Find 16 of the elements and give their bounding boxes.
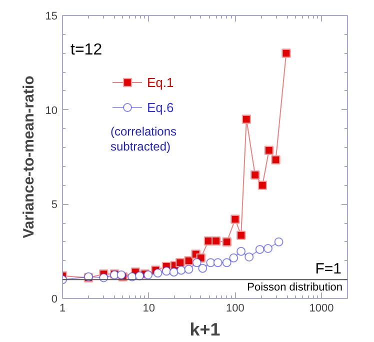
legend-label: Eq.1 xyxy=(147,74,174,90)
y-tick-label: 0 xyxy=(51,294,58,306)
y-tick-label: 5 xyxy=(51,199,58,212)
y-tick-label: 10 xyxy=(45,104,58,117)
annotation: (correlations subtracted) xyxy=(110,124,177,154)
y-axis-title: Variance-to-mean-ratio xyxy=(20,76,38,238)
x-tick-label: 1 xyxy=(59,302,66,314)
x-tick-label: 100 xyxy=(226,302,244,314)
ref-line-label: F=1 xyxy=(315,260,342,278)
annotation: Poisson distribution xyxy=(247,282,343,294)
y-tick-label: 15 xyxy=(45,10,58,22)
annotation: t=12 xyxy=(70,42,102,58)
x-tick-label: 10 xyxy=(142,302,155,314)
x-axis-title: k+1 xyxy=(190,320,220,340)
legend-label: Eq.6 xyxy=(147,100,174,114)
x-tick-label: 1000 xyxy=(309,302,334,314)
